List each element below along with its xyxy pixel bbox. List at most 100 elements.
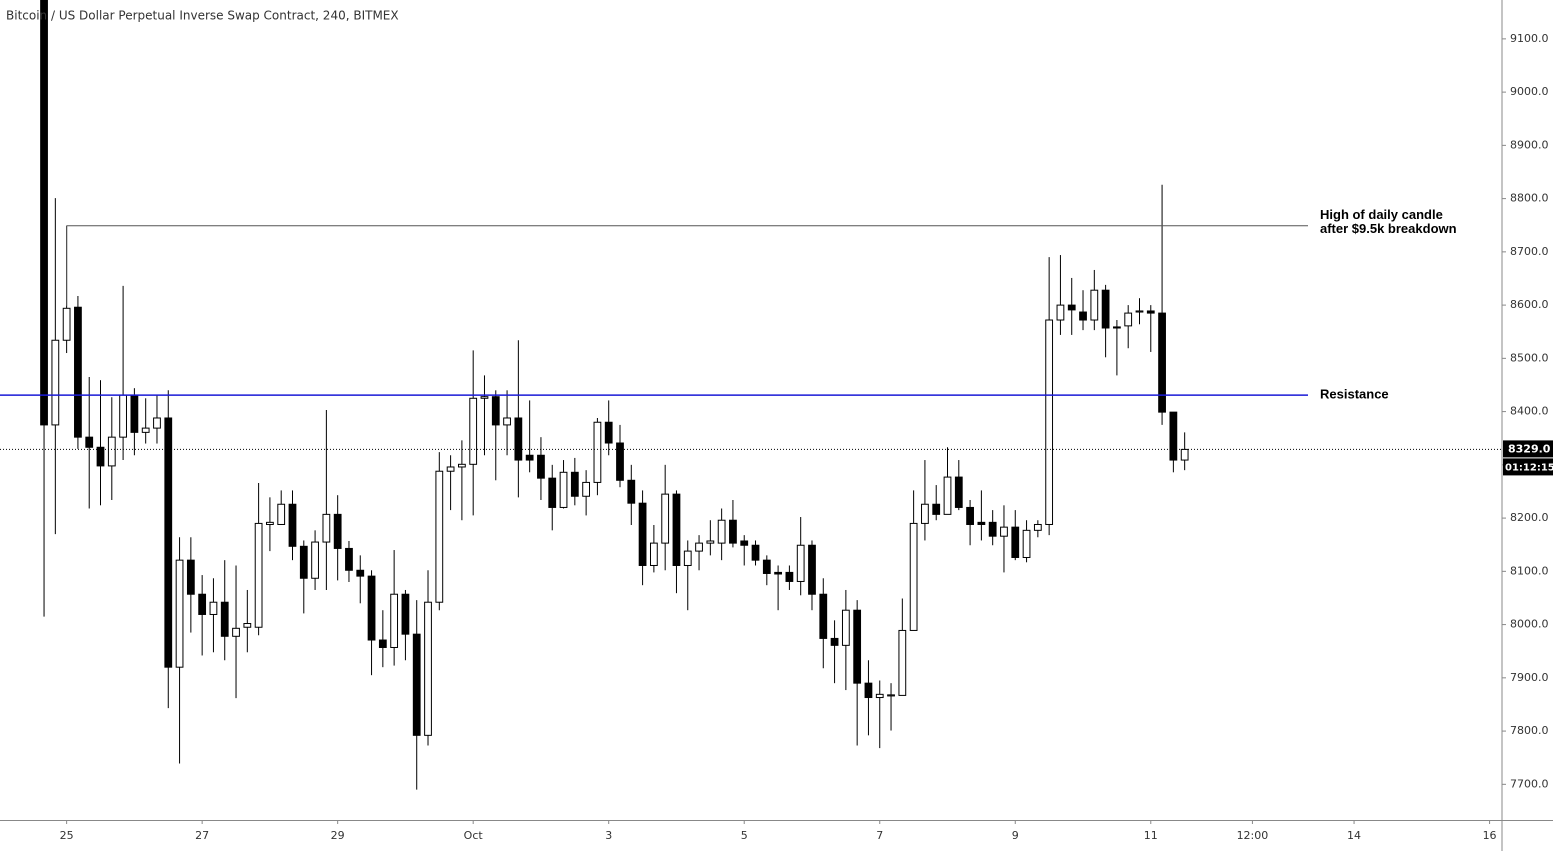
candle-body	[40, 0, 48, 426]
candle-body	[356, 569, 365, 577]
candle-body	[175, 559, 184, 668]
candle-body	[683, 550, 692, 566]
candle-body	[1000, 526, 1008, 537]
candle-body	[96, 446, 105, 467]
candle-body	[74, 306, 82, 438]
candle-body	[288, 503, 297, 547]
candle-body	[943, 476, 952, 515]
chart-title: Bitcoin / US Dollar Perpetual Inverse Sw…	[6, 9, 399, 23]
candle-body	[740, 540, 749, 546]
x-tick-label: 14	[1347, 829, 1361, 842]
candle-body	[1169, 411, 1178, 461]
countdown-label: 01:12:15	[1505, 462, 1553, 473]
x-tick-label: 11	[1144, 829, 1158, 842]
candle-body	[966, 506, 974, 525]
candle-body	[525, 454, 534, 461]
candle-body	[796, 544, 805, 582]
candle-body	[649, 542, 658, 566]
candle-body	[559, 471, 568, 508]
candle-body	[1022, 529, 1031, 558]
candle-body	[401, 593, 410, 635]
y-tick-label: 8400.0	[1510, 405, 1549, 418]
candle-body	[932, 503, 941, 515]
candle-body	[1135, 310, 1144, 313]
last-price-box	[1503, 440, 1553, 458]
x-tick-label: 7	[876, 829, 883, 842]
candle-body	[209, 601, 218, 615]
candle-body	[1045, 319, 1054, 525]
candle-body	[446, 466, 455, 472]
candle-body	[412, 633, 421, 736]
candle-body	[1101, 289, 1110, 329]
candle-body	[62, 307, 71, 341]
x-tick-label: 9	[1012, 829, 1019, 842]
x-tick-label: 3	[605, 829, 612, 842]
y-tick-label: 8700.0	[1510, 245, 1549, 258]
candle-body	[875, 693, 884, 699]
candle-body	[119, 394, 127, 438]
candle-body	[491, 396, 500, 426]
candle-body	[988, 521, 997, 537]
candle-body	[898, 629, 907, 696]
candle-body	[1033, 523, 1042, 531]
candle-body	[220, 601, 229, 637]
candle-body	[1067, 304, 1076, 311]
candle-body	[51, 339, 60, 426]
candle-body	[299, 545, 308, 579]
y-tick-label: 8800.0	[1510, 192, 1549, 205]
candle-body	[841, 609, 850, 646]
candle-body	[345, 547, 353, 571]
candle-body	[582, 481, 591, 497]
candle-body	[85, 436, 94, 448]
candle-body	[311, 541, 319, 579]
last-price-label: 8329.0	[1508, 442, 1551, 455]
annotation: High of daily candle	[1320, 207, 1443, 222]
candle-body	[570, 471, 579, 497]
candle-body	[243, 623, 252, 628]
candle-body	[424, 601, 432, 736]
x-tick-label: 29	[331, 829, 345, 842]
y-tick-label: 7700.0	[1510, 777, 1549, 790]
countdown-box	[1503, 458, 1553, 476]
candle-body	[141, 427, 150, 433]
x-tick-label: 5	[741, 829, 748, 842]
y-tick-label: 8000.0	[1510, 618, 1549, 631]
candle-body	[909, 522, 918, 631]
y-tick-label: 8100.0	[1510, 564, 1549, 577]
candle-body	[717, 519, 726, 544]
candle-body	[661, 493, 670, 544]
candle-body	[762, 559, 771, 574]
x-tick-label: 27	[195, 829, 209, 842]
candle-body	[785, 571, 794, 582]
candle-body	[695, 542, 703, 552]
candle-body	[480, 396, 489, 399]
candle-body	[638, 502, 647, 566]
candle-body	[153, 417, 161, 429]
candle-body	[198, 593, 207, 615]
x-tick-label: 25	[60, 829, 74, 842]
candle-body	[1056, 304, 1065, 321]
candle-body	[864, 682, 873, 699]
candle-body	[107, 436, 116, 467]
candle-body	[808, 544, 816, 595]
candle-body	[1180, 448, 1189, 461]
candle-body	[672, 493, 681, 566]
y-tick-label: 9100.0	[1510, 32, 1549, 45]
candle-body	[1079, 311, 1087, 321]
candle-body	[277, 503, 286, 525]
y-tick-label: 9000.0	[1510, 85, 1549, 98]
candle-body	[548, 477, 557, 508]
candle-body	[593, 421, 602, 483]
candle-body	[503, 417, 511, 426]
candle-body	[954, 476, 963, 508]
y-tick-label: 8900.0	[1510, 138, 1549, 151]
candle-body	[537, 454, 545, 479]
candle-body	[830, 637, 839, 646]
candle-body	[232, 627, 240, 637]
candle-body	[1146, 310, 1155, 314]
y-tick-label: 7800.0	[1510, 724, 1549, 737]
candle-body	[378, 639, 387, 648]
y-tick-label: 8200.0	[1510, 511, 1549, 524]
candle-body	[164, 417, 173, 668]
